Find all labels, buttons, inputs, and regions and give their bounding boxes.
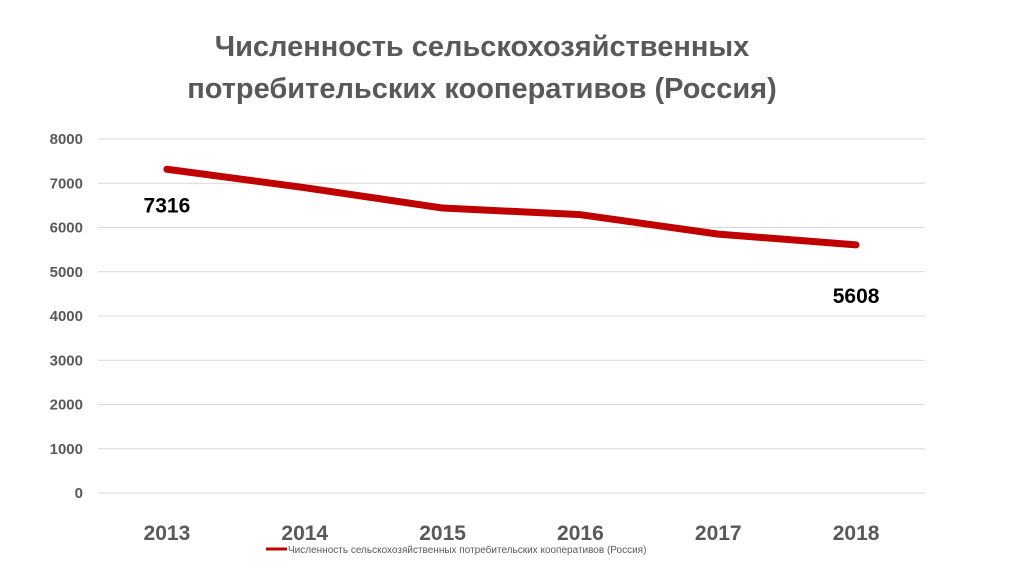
data-label-2013: 7316 <box>144 194 191 217</box>
x-tick-label-2016: 2016 <box>557 522 604 545</box>
chart-title: Численность сельскохозяйственных потреби… <box>187 31 777 105</box>
chart-title-line-1: Численность сельскохозяйственных <box>215 31 750 63</box>
y-tick-label-2000: 2000 <box>50 397 83 414</box>
x-tick-label-2014: 2014 <box>281 522 328 545</box>
y-tick-label-1000: 1000 <box>50 441 83 458</box>
y-tick-label-7000: 7000 <box>50 175 83 192</box>
series-lines <box>163 165 860 249</box>
y-tick-label-0: 0 <box>75 485 83 502</box>
chart-title-line-2: потребительских кооперативов (Россия) <box>187 73 777 105</box>
legend-label: Численность сельскохозяйственных потреби… <box>288 544 646 556</box>
y-axis-ticks: 0 1000 2000 3000 4000 5000 6000 7000 8000 <box>50 131 83 502</box>
x-axis-ticks: 2013 2014 2015 2016 2017 2018 <box>144 522 880 545</box>
data-label-2018: 5608 <box>833 285 880 308</box>
y-tick-label-3000: 3000 <box>50 352 83 369</box>
gridlines <box>98 138 925 494</box>
x-tick-label-2015: 2015 <box>419 522 466 545</box>
data-labels: 7316 5608 <box>144 194 880 308</box>
y-tick-label-6000: 6000 <box>50 220 83 237</box>
x-tick-label-2017: 2017 <box>695 522 742 545</box>
y-tick-label-5000: 5000 <box>50 264 83 281</box>
legend: Численность сельскохозяйственных потреби… <box>266 544 646 556</box>
x-tick-label-2018: 2018 <box>833 522 880 545</box>
y-tick-label-8000: 8000 <box>50 131 83 148</box>
y-tick-label-4000: 4000 <box>50 308 83 325</box>
x-tick-label-2013: 2013 <box>144 522 191 545</box>
series-line-0 <box>163 165 860 249</box>
